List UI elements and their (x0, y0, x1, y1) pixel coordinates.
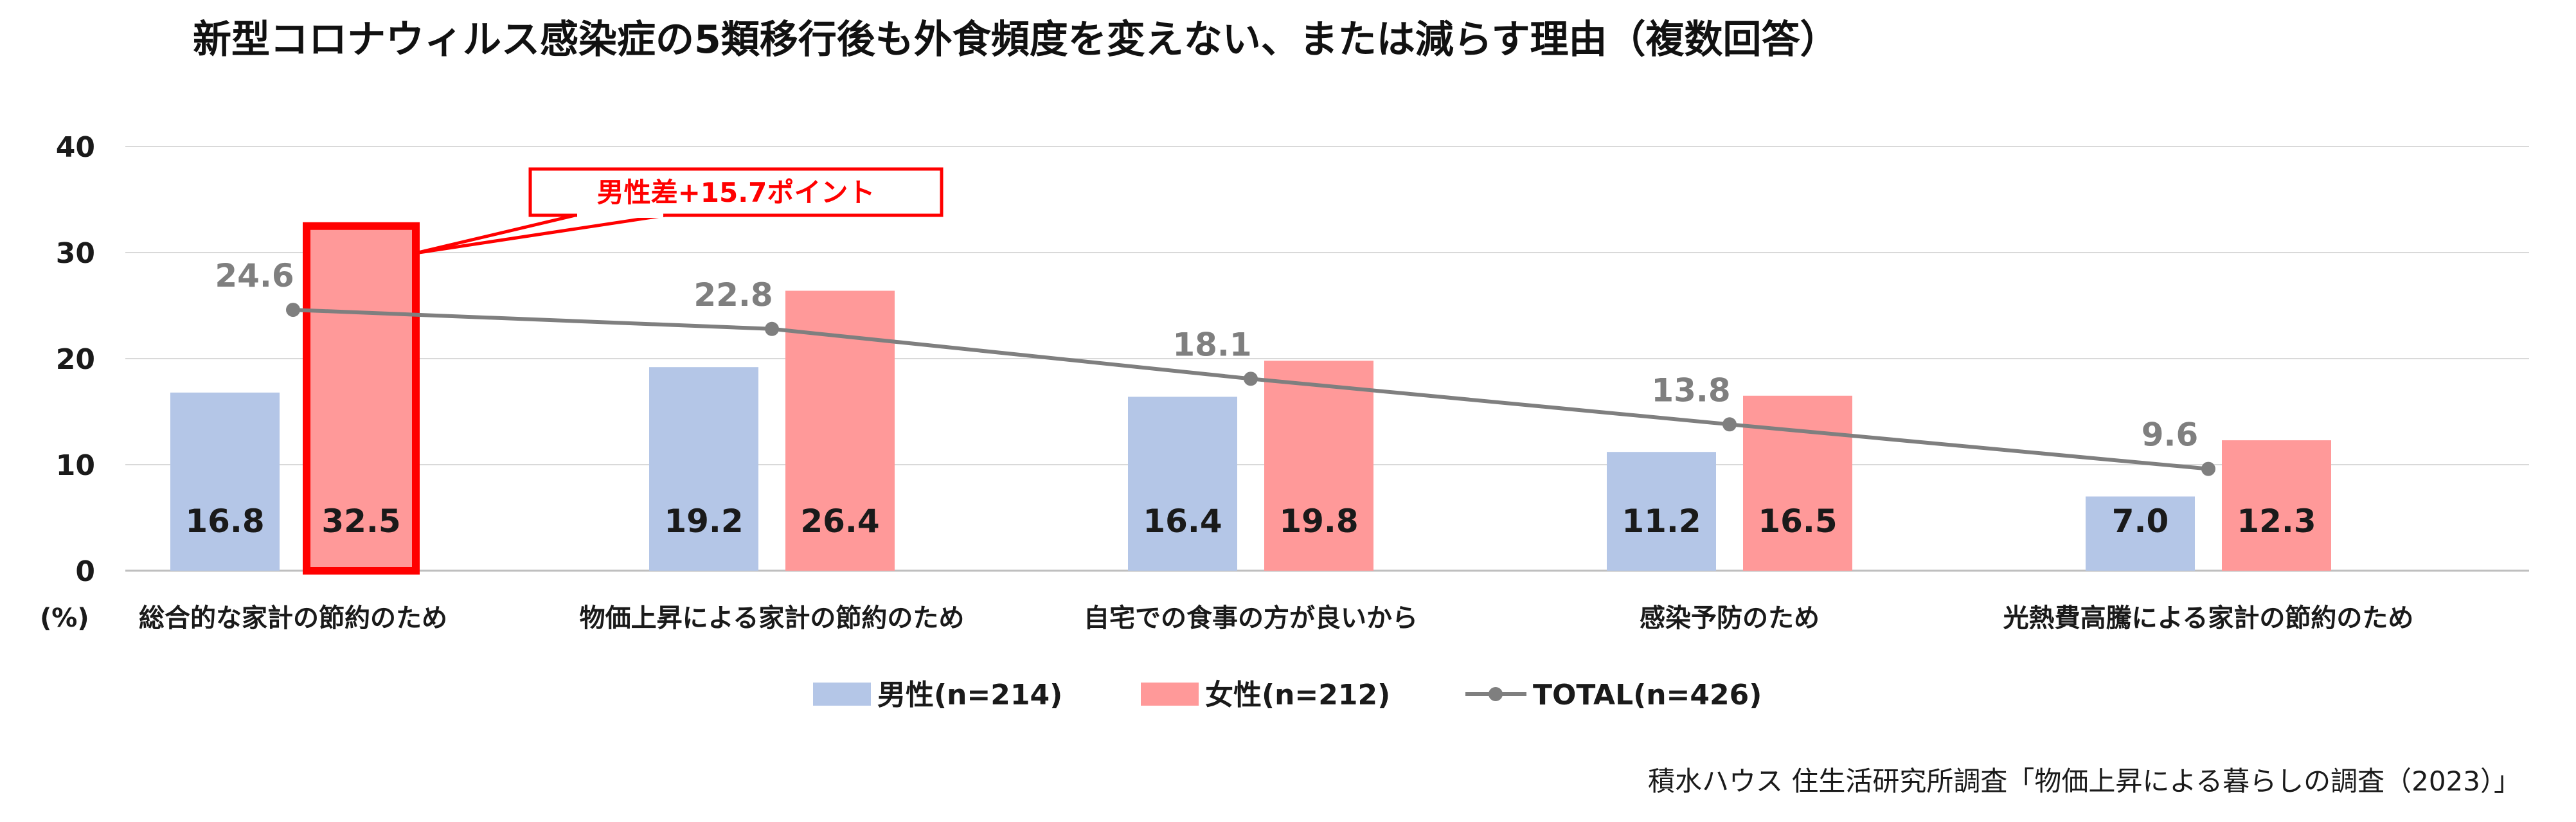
bar-data-label: 11.2 (1622, 503, 1701, 540)
legend: 男性(n=214) 女性(n=212) TOTAL(n=426) (813, 679, 1762, 711)
y-axis-ticks: 0 10 20 30 40 (56, 131, 95, 588)
y-tick-label: 30 (56, 237, 95, 270)
bar-data-label: 12.3 (2237, 503, 2316, 540)
bar (1264, 361, 1373, 571)
legend-label: 男性(n=214) (877, 679, 1062, 711)
y-tick-label: 40 (56, 131, 95, 164)
legend-swatch (1141, 683, 1199, 706)
bar (1743, 395, 1852, 571)
chart-title: 新型コロナウィルス感染症の5類移行後も外食頻度を変えない、または減らす理由（複数… (193, 17, 1839, 62)
total-point (286, 303, 300, 317)
bar-data-label: 16.5 (1758, 503, 1837, 540)
y-tick-label: 10 (56, 449, 95, 482)
callout-text: 男性差+15.7ポイント (597, 177, 875, 208)
y-axis-unit-label: (%) (40, 603, 89, 633)
bar-highlighted (303, 222, 420, 575)
callout-pointer (415, 213, 666, 255)
x-axis-ticks: 総合的な家計の節約のため 物価上昇による家計の節約のため 自宅での食事の方が良いから… (139, 603, 2413, 633)
bar (2086, 496, 2195, 571)
x-tick-label: 物価上昇による家計の節約のため (580, 603, 965, 633)
legend-label: TOTAL(n=426) (1533, 679, 1762, 711)
legend-marker (1489, 687, 1503, 701)
total-point (1722, 417, 1737, 432)
bar (1607, 452, 1716, 571)
legend-label: 女性(n=212) (1205, 679, 1390, 711)
x-tick-label: 自宅での食事の方が良いから (1084, 603, 1418, 633)
total-point (765, 321, 779, 336)
total-data-label: 24.6 (215, 257, 294, 294)
total-line: 24.6 22.8 18.1 13.8 9.6 (215, 257, 2215, 476)
bar (170, 392, 280, 571)
bars: 16.8 32.5 19.2 26.4 16.4 19.8 11.2 16.5 7.0 12.3 (170, 222, 2331, 575)
bar (1128, 397, 1237, 571)
annotation-callout: 男性差+15.7ポイント (415, 167, 944, 255)
bar (649, 367, 758, 571)
bar (2222, 440, 2331, 571)
bar-data-label: 32.5 (321, 503, 400, 540)
x-tick-label: 光熱費高騰による家計の節約のため (2003, 603, 2414, 633)
total-point (1244, 371, 1258, 386)
bar-data-label: 16.8 (185, 503, 264, 540)
bar-data-label: 16.4 (1143, 503, 1222, 540)
bar-data-label: 19.8 (1279, 503, 1358, 540)
total-data-label: 22.8 (693, 276, 773, 314)
total-data-label: 18.1 (1172, 326, 1251, 363)
bar-data-label: 26.4 (800, 503, 879, 540)
source-note: 積水ハウス 住生活研究所調査「物価上昇による暮らしの調査（2023）」 (1648, 765, 2521, 797)
y-tick-label: 0 (75, 555, 95, 588)
y-tick-label: 20 (56, 343, 95, 376)
total-data-label: 9.6 (2142, 416, 2199, 454)
total-point (2201, 461, 2215, 476)
x-tick-label: 感染予防のため (1640, 603, 1820, 633)
legend-swatch (813, 683, 871, 706)
total-data-label: 13.8 (1651, 371, 1730, 409)
bar-data-label: 7.0 (2112, 503, 2169, 540)
callout-joint (577, 213, 663, 218)
bar-data-label: 19.2 (664, 503, 743, 540)
callout-box (528, 167, 944, 217)
x-tick-label: 総合的な家計の節約のため (139, 603, 447, 633)
